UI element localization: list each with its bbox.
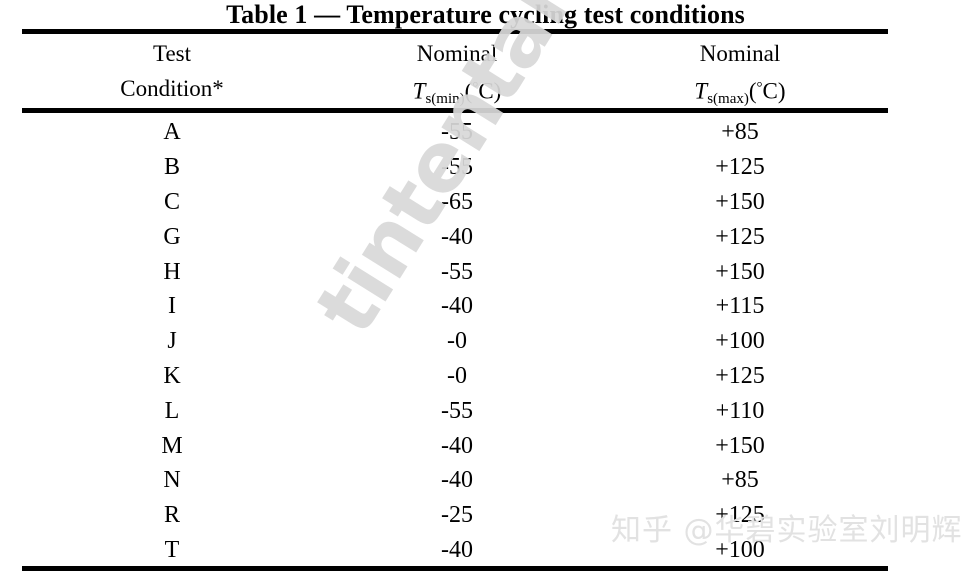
cell-t-max: +125 [715, 223, 765, 250]
cell-t-max: +150 [715, 188, 765, 215]
celsius-letter-min: C [478, 78, 494, 104]
table-header-row: Test Condition* Nominal Ts(min)(°C) Nomi… [22, 36, 888, 107]
cell-t-min: -40 [441, 432, 473, 459]
degree-symbol-max: ° [756, 80, 763, 96]
table-row: T -40 +100 [22, 533, 888, 568]
cell-test-condition: N [163, 467, 181, 494]
cell-test-condition: T [164, 536, 180, 563]
cell-t-max: +100 [715, 328, 765, 355]
cell-test-condition: L [164, 397, 180, 424]
t-subscript-max: s(max) [707, 91, 749, 108]
table-row: N -40 +85 [22, 463, 888, 498]
table-row: C -65 +150 [22, 185, 888, 220]
t-subscript-min: s(min) [425, 91, 465, 108]
degree-symbol-min: ° [472, 80, 479, 96]
cell-t-min: -55 [441, 397, 473, 424]
table-row: J -0 +100 [22, 324, 888, 359]
cell-test-condition: R [163, 502, 180, 529]
table-row: M -40 +150 [22, 428, 888, 463]
cell-test-condition: H [163, 258, 181, 285]
column-header-t-min-line1: Nominal [416, 41, 498, 66]
cell-t-max: +125 [715, 362, 765, 389]
table-row: H -55 +150 [22, 254, 888, 289]
cell-test-condition: B [163, 154, 180, 181]
table-row: G -40 +125 [22, 219, 888, 254]
cell-t-min: -65 [441, 188, 473, 215]
cell-t-min: -0 [447, 362, 467, 389]
cell-t-max: +85 [721, 467, 759, 494]
cell-t-max: +115 [715, 293, 765, 320]
column-header-test-condition-line2: Condition* [120, 76, 224, 101]
cell-test-condition: A [163, 119, 181, 146]
cell-t-max: +110 [715, 397, 765, 424]
table-rule-bottom [22, 566, 888, 571]
cell-test-condition: K [163, 362, 181, 389]
cell-t-min: -40 [441, 293, 473, 320]
column-header-test-condition: Test Condition* [22, 36, 322, 106]
cell-t-min: -40 [441, 223, 473, 250]
cell-test-condition: I [168, 293, 176, 320]
table-rule-header [22, 108, 888, 113]
t-symbol-max: T [694, 78, 708, 104]
column-header-t-max-line1: Nominal [699, 41, 781, 66]
cell-t-min: -40 [441, 536, 473, 563]
column-header-t-min-line2: Ts(min)(°C) [412, 78, 502, 108]
table-rule-top [22, 29, 888, 34]
cell-t-min: -55 [441, 258, 473, 285]
cell-t-min: -55 [441, 154, 473, 181]
cell-test-condition: C [163, 188, 180, 215]
t-symbol-min: T [412, 78, 426, 104]
cell-t-max: +125 [715, 502, 765, 529]
table-title: Table 1 — Temperature cycling test condi… [226, 0, 745, 29]
cell-t-max: +85 [721, 119, 759, 146]
table-row: B -55 +125 [22, 150, 888, 185]
cell-t-min: -55 [441, 119, 473, 146]
cell-t-max: +150 [715, 258, 765, 285]
cell-t-min: -0 [447, 328, 467, 355]
cell-t-min: -40 [441, 467, 473, 494]
cell-t-max: +125 [715, 154, 765, 181]
table-row: A -55 +85 [22, 115, 888, 150]
column-header-t-max: Nominal Ts(max)(°C) [592, 36, 888, 107]
cell-t-max: +100 [715, 536, 765, 563]
table-row: I -40 +115 [22, 289, 888, 324]
column-header-t-min: Nominal Ts(min)(°C) [322, 36, 592, 107]
column-header-test-condition-line1: Test [153, 41, 191, 66]
cell-test-condition: J [167, 328, 177, 355]
table-row: L -55 +110 [22, 393, 888, 428]
cell-test-condition: G [163, 223, 181, 250]
cell-test-condition: M [161, 432, 183, 459]
celsius-letter-max: C [762, 78, 778, 104]
column-header-t-max-line2: Ts(max)(°C) [694, 78, 786, 108]
cell-t-min: -25 [441, 502, 473, 529]
table-row: R -25 +125 [22, 498, 888, 533]
table-row: K -0 +125 [22, 359, 888, 394]
table-body: A -55 +85 B -55 +125 C -65 +150 G -40 +125 H -55 +150 I… [22, 115, 888, 567]
cell-t-max: +150 [715, 432, 765, 459]
